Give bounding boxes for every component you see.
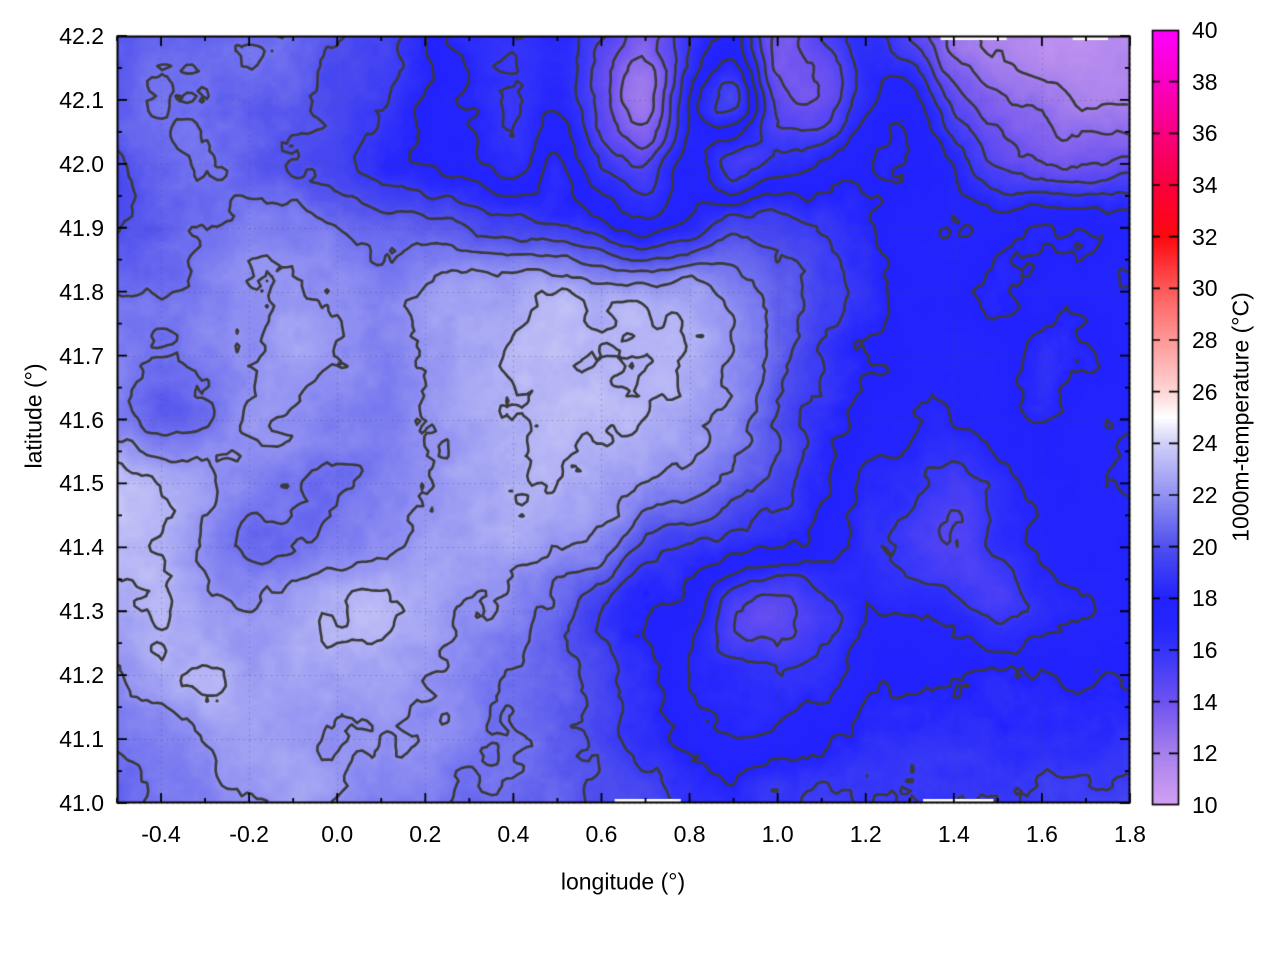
y-tick-label: 42.0 <box>59 150 104 177</box>
colorbar-tick-label: 34 <box>1192 172 1218 198</box>
y-tick-label: 41.8 <box>59 278 104 305</box>
y-axis-title: latitude (°) <box>20 363 47 469</box>
x-tick-label: 0.0 <box>321 821 354 847</box>
colorbar-tick-label: 36 <box>1192 120 1218 147</box>
y-tick-label: 41.2 <box>59 662 104 689</box>
x-tick-label: 0.6 <box>585 821 618 847</box>
x-tick-label: 1.2 <box>849 821 882 847</box>
y-tick-label: 41.6 <box>59 406 104 433</box>
colorbar-title: 1000m-temperature (°C) <box>1227 292 1254 542</box>
x-tick-label: 1.6 <box>1025 821 1058 847</box>
x-tick-label: 1.8 <box>1114 821 1146 847</box>
colorbar-tick-label: 14 <box>1192 688 1218 715</box>
y-tick-label: 41.1 <box>59 726 104 753</box>
x-tick-label: -0.4 <box>141 821 181 847</box>
colorbar-tick-label: 16 <box>1192 637 1218 663</box>
x-tick-label: -0.2 <box>229 821 269 847</box>
y-tick-label: 41.4 <box>59 534 104 561</box>
colorbar-tick-label: 20 <box>1192 533 1218 560</box>
colorbar-tick-label: 26 <box>1192 378 1218 405</box>
colorbar-tick-label: 28 <box>1192 327 1218 353</box>
colorbar-tick-label: 32 <box>1192 223 1218 250</box>
colorbar-tick-label: 30 <box>1192 275 1218 302</box>
x-tick-label: 1.4 <box>937 821 970 847</box>
x-tick-label: 0.2 <box>409 821 442 847</box>
colorbar-tick-label: 38 <box>1192 68 1218 95</box>
y-tick-label: 41.9 <box>59 214 104 241</box>
x-tick-label: 0.8 <box>673 821 706 847</box>
y-tick-label: 41.3 <box>59 598 104 625</box>
colorbar-tick-label: 10 <box>1192 792 1218 818</box>
y-tick-label: 42.2 <box>59 23 104 49</box>
colorbar-tick-label: 18 <box>1192 585 1218 612</box>
y-tick-label: 41.7 <box>59 342 104 369</box>
x-tick-label: 0.4 <box>497 821 530 847</box>
y-tick-label: 41.0 <box>59 790 104 816</box>
colorbar-tick-label: 24 <box>1192 430 1218 457</box>
y-tick-label: 42.1 <box>59 86 104 113</box>
x-tick-label: 1.0 <box>761 821 794 847</box>
colorbar-tick-label: 22 <box>1192 482 1218 508</box>
y-tick-label: 41.5 <box>59 470 104 497</box>
colorbar-tick-label: 12 <box>1192 740 1218 767</box>
x-axis-title: longitude (°) <box>560 868 686 895</box>
colorbar-tick-label: 40 <box>1192 17 1218 43</box>
